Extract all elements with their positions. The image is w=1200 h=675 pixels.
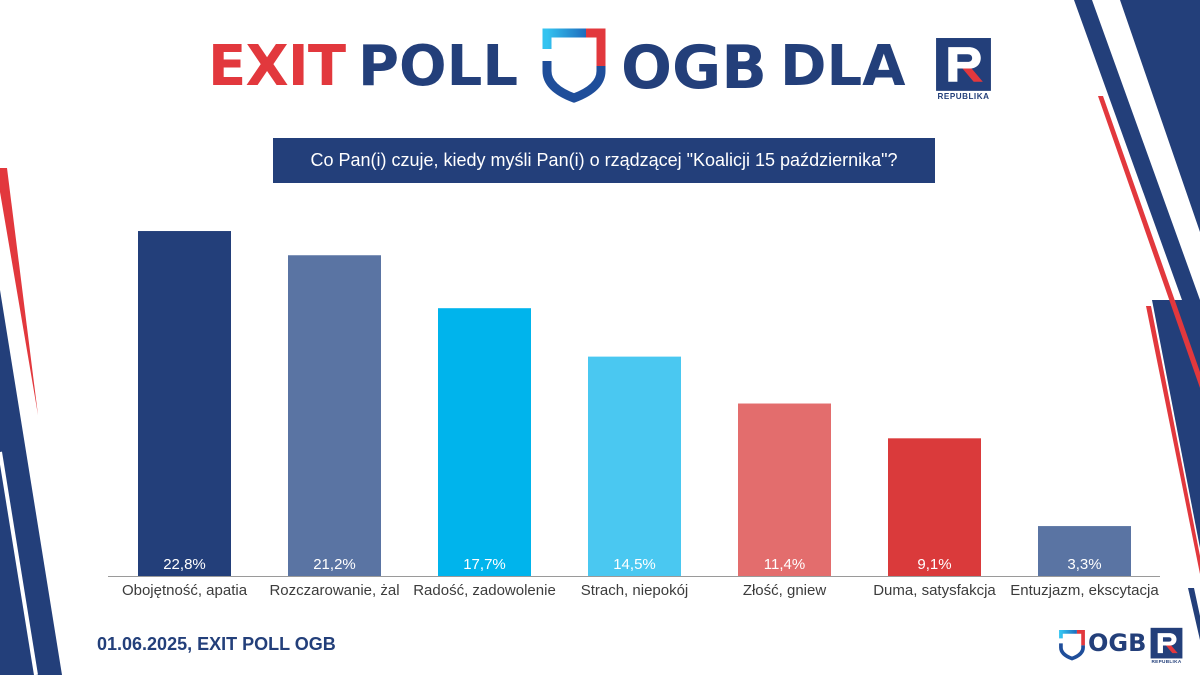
shield-red-segment xyxy=(586,28,606,66)
chart-bar xyxy=(138,231,231,576)
shield-red-segment xyxy=(1076,630,1085,646)
headline-dla: DLA xyxy=(780,34,906,99)
category-label: Duma, satysfakcja xyxy=(873,582,996,599)
ogb-shield-icon xyxy=(1059,630,1085,661)
value-labels-layer: 22,8% 21,2% 17,7% 14,5% 11,4% 9,1% 3,3% xyxy=(163,556,1101,573)
shield-cyan-segment xyxy=(1059,630,1077,639)
chart-bar xyxy=(288,255,381,576)
bar-value-label: 3,3% xyxy=(1067,556,1101,573)
republika-r-leg xyxy=(962,68,983,82)
chart-bar xyxy=(438,308,531,576)
left-navy-band xyxy=(0,290,62,675)
chart-bar xyxy=(888,438,981,576)
footer-source-text: 01.06.2025, EXIT POLL OGB xyxy=(97,634,336,654)
right-navy-wedge-top xyxy=(1120,0,1200,232)
ogb-shield-icon xyxy=(542,28,606,103)
headline-exit: EXIT xyxy=(208,34,346,99)
bar-value-label: 17,7% xyxy=(463,556,506,573)
republika-r-leg xyxy=(1165,645,1178,654)
republika-logo: REPUBLIKA xyxy=(1150,627,1183,664)
category-labels-layer: Obojętność, apatia Rozczarowanie, żal Rado… xyxy=(122,582,1159,599)
republika-r-icon xyxy=(948,47,981,82)
left-red-stripe xyxy=(0,168,38,415)
category-label: Obojętność, apatia xyxy=(122,582,248,599)
chart-bar xyxy=(588,356,681,576)
chart-bar xyxy=(1038,526,1131,576)
bar-value-label: 22,8% xyxy=(163,556,206,573)
bars-layer xyxy=(138,231,1131,576)
category-label: Złość, gniew xyxy=(743,582,827,599)
bar-value-label: 11,4% xyxy=(764,556,805,573)
left-white-divider xyxy=(0,451,38,675)
shield-cyan-segment xyxy=(542,28,586,49)
category-label: Strach, niepokój xyxy=(581,582,689,599)
question-banner: Co Pan(i) czuje, kiedy myśli Pan(i) o rz… xyxy=(273,138,935,183)
right-red-stripe-lower xyxy=(1146,306,1200,574)
right-navy-stripe xyxy=(1074,0,1200,350)
chart-bar xyxy=(738,403,831,576)
category-label: Entuzjazm, ekscytacja xyxy=(1010,582,1159,599)
right-navy-wedge-lower xyxy=(1152,300,1200,548)
right-red-stripe-upper xyxy=(1098,96,1200,388)
republika-logo-caption: REPUBLIKA xyxy=(1151,659,1181,664)
footer-ogb-logo-text: OGB xyxy=(1088,629,1147,657)
shield-blue-segment xyxy=(1059,643,1085,661)
shield-blue-segment xyxy=(542,61,606,103)
bar-value-label: 21,2% xyxy=(313,556,356,573)
bar-value-label: 14,5% xyxy=(613,556,656,573)
republika-logo-caption: REPUBLIKA xyxy=(938,92,990,101)
right-navy-sliver xyxy=(1188,588,1200,640)
headline-poll: POLL xyxy=(358,34,519,99)
category-label: Radość, zadowolenie xyxy=(413,582,556,599)
republika-logo: REPUBLIKA xyxy=(936,38,991,101)
bar-value-label: 9,1% xyxy=(917,556,951,573)
ogb-logo-text: OGB xyxy=(621,33,767,103)
republika-r-icon xyxy=(1157,633,1177,654)
category-label: Rozczarowanie, żal xyxy=(269,582,399,599)
